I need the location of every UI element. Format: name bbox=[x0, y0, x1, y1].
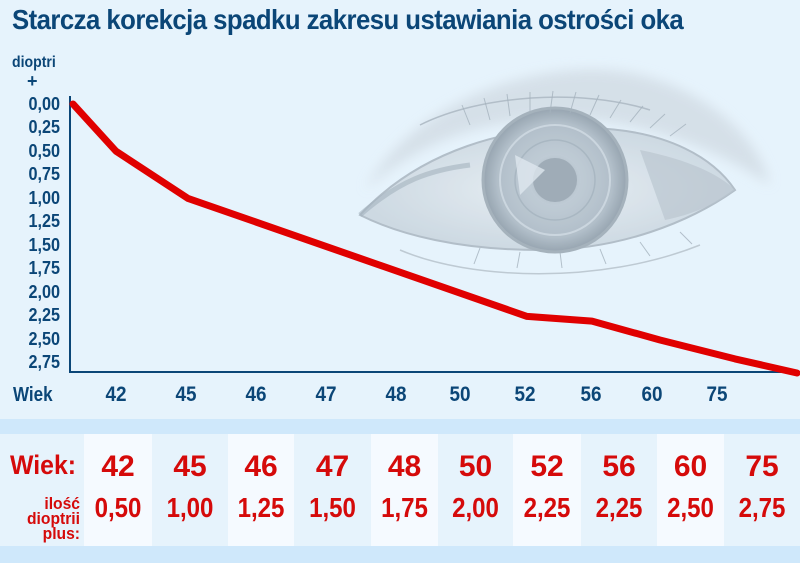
y-tick: 1,75 bbox=[28, 258, 60, 278]
x-tick: 50 bbox=[449, 383, 471, 406]
x-tick: 48 bbox=[385, 383, 407, 406]
y-tick: 2,75 bbox=[28, 352, 60, 372]
table-column: 56 2,25 bbox=[581, 434, 657, 546]
x-axis-title: Wiek bbox=[13, 384, 53, 406]
y-tick: 0,00 bbox=[28, 94, 60, 114]
table-diopter-value: 2,75 bbox=[738, 492, 786, 523]
table-diopter-value: 1,25 bbox=[237, 492, 285, 523]
y-tick: 1,25 bbox=[28, 211, 60, 231]
eye-illustration bbox=[358, 69, 770, 275]
table-column: 46 1,25 bbox=[228, 434, 294, 546]
table-age-label: Wiek: bbox=[10, 450, 77, 480]
x-tick: 47 bbox=[315, 383, 337, 406]
y-tick: 1,50 bbox=[28, 235, 60, 255]
data-table: Wiek: ilość dioptrii plus: 42 0,50 45 1,… bbox=[0, 434, 800, 546]
table-age-value: 52 bbox=[530, 450, 564, 483]
table-column: 50 2,00 bbox=[438, 434, 513, 546]
y-tick: 0,25 bbox=[28, 117, 60, 137]
table-column: 52 2,25 bbox=[513, 434, 581, 546]
y-tick: 0,75 bbox=[28, 164, 60, 184]
table-age-value: 60 bbox=[673, 450, 708, 483]
table-diopter-value: 2,25 bbox=[595, 492, 643, 523]
y-tick: 2,00 bbox=[28, 282, 60, 302]
table-column: 75 2,75 bbox=[724, 434, 800, 546]
x-tick: 75 bbox=[706, 383, 728, 406]
table-age-value: 48 bbox=[387, 450, 422, 483]
table-column: 45 1,00 bbox=[152, 434, 228, 546]
table-diopter-label-line: plus: bbox=[42, 524, 80, 543]
table-diopter-value: 2,00 bbox=[452, 492, 499, 523]
y-tick: 1,00 bbox=[28, 188, 60, 208]
table-age-value: 75 bbox=[745, 450, 779, 483]
y-axis-unit-label: dioptri bbox=[12, 54, 56, 71]
table-age-value: 50 bbox=[458, 450, 493, 483]
table-column: 42 0,50 bbox=[84, 434, 152, 546]
table-column: 48 1,75 bbox=[371, 434, 438, 546]
table-diopter-label: ilość dioptrii plus: bbox=[10, 494, 81, 543]
table-age-value: 45 bbox=[173, 450, 207, 483]
table-age-value: 47 bbox=[315, 450, 350, 483]
x-tick: 52 bbox=[514, 383, 536, 406]
x-tick: 46 bbox=[245, 383, 267, 406]
table-age-value: 56 bbox=[602, 450, 636, 483]
table-diopter-label-line: ilość bbox=[44, 494, 80, 513]
y-axis-plus-label: + bbox=[27, 71, 38, 91]
table-diopter-value: 0,50 bbox=[94, 492, 142, 523]
y-tick: 0,50 bbox=[28, 141, 60, 161]
table-diopter-value: 1,75 bbox=[381, 492, 428, 523]
y-tick: 2,50 bbox=[28, 329, 60, 349]
x-tick: 60 bbox=[641, 383, 663, 406]
table-column: 47 1,50 bbox=[294, 434, 371, 546]
x-tick: 45 bbox=[175, 383, 197, 406]
table-diopter-label-line: dioptrii bbox=[26, 509, 81, 528]
table-age-value: 46 bbox=[244, 450, 278, 483]
line-chart bbox=[69, 69, 800, 377]
table-diopter-value: 2,50 bbox=[667, 492, 714, 523]
table-column: 60 2,50 bbox=[657, 434, 724, 546]
table-diopter-value: 1,00 bbox=[166, 492, 214, 523]
table-diopter-value: 2,25 bbox=[523, 492, 571, 523]
y-tick: 2,25 bbox=[28, 305, 60, 325]
x-tick: 56 bbox=[580, 383, 602, 406]
table-diopter-value: 1,50 bbox=[309, 492, 356, 523]
x-tick: 42 bbox=[105, 383, 127, 406]
data-line bbox=[69, 100, 800, 377]
table-age-value: 42 bbox=[101, 450, 135, 483]
chart-title: Starcza korekcja spadku zakresu ustawian… bbox=[12, 4, 684, 35]
